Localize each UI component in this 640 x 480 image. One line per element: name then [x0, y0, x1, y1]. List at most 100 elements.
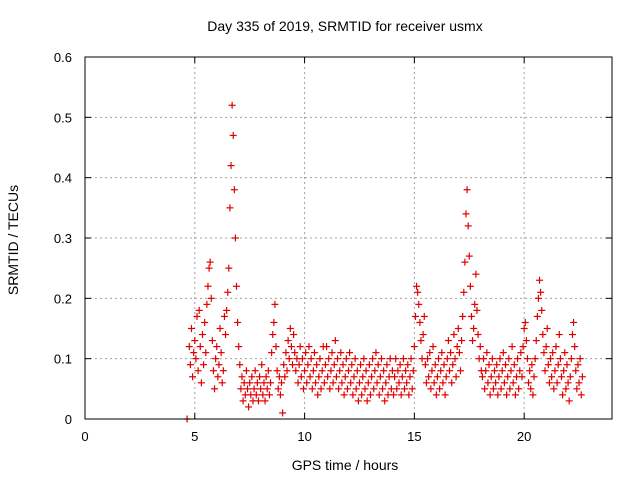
data-point: [444, 337, 452, 345]
data-point: [315, 373, 323, 381]
data-point: [403, 379, 411, 387]
data-point: [453, 343, 461, 351]
data-point: [454, 325, 462, 332]
data-point: [258, 361, 266, 369]
data-point: [310, 349, 318, 357]
data-point: [195, 306, 203, 314]
data-point: [268, 349, 276, 357]
data-point: [287, 343, 295, 351]
data-point: [409, 367, 417, 375]
data-point: [316, 355, 324, 363]
data-point: [250, 385, 258, 393]
data-point: [234, 318, 242, 326]
data-point: [447, 349, 455, 357]
data-point: [217, 349, 225, 357]
data-point: [230, 186, 238, 194]
data-point: [332, 373, 340, 381]
data-point: [564, 379, 572, 387]
x-tick-label: 20: [517, 429, 531, 444]
data-point: [440, 361, 448, 369]
data-point: [353, 367, 361, 375]
data-point: [321, 361, 329, 369]
data-point: [402, 367, 410, 375]
data-point: [211, 385, 219, 393]
data-point: [298, 355, 306, 363]
data-point: [296, 343, 304, 351]
data-point: [309, 367, 317, 375]
data-point: [436, 385, 444, 393]
data-point: [248, 373, 256, 381]
data-point: [491, 367, 499, 375]
data-point: [205, 264, 213, 272]
data-point: [459, 312, 467, 320]
y-tick-label: 0.4: [54, 171, 72, 186]
data-point: [446, 367, 454, 375]
data-point: [517, 349, 525, 357]
data-point: [464, 222, 472, 230]
data-point: [197, 379, 205, 387]
data-point: [260, 379, 268, 387]
data-point: [237, 385, 245, 393]
data-point: [229, 131, 237, 139]
data-point: [301, 367, 309, 375]
data-point: [345, 367, 352, 375]
data-point: [391, 373, 399, 381]
data-point: [493, 361, 501, 369]
data-point: [362, 367, 370, 375]
data-point: [256, 373, 264, 381]
data-point: [196, 343, 204, 351]
data-point: [458, 337, 466, 345]
data-point: [223, 306, 231, 314]
data-point: [245, 403, 253, 411]
data-point: [191, 337, 199, 345]
data-point: [257, 385, 265, 393]
data-point: [202, 349, 210, 357]
data-point: [279, 409, 287, 417]
data-point: [426, 349, 434, 357]
data-point: [390, 391, 398, 399]
y-tick-label: 0.5: [54, 110, 72, 125]
data-point: [411, 312, 419, 320]
data-point: [473, 306, 481, 314]
data-point: [364, 379, 372, 387]
data-point: [282, 349, 290, 357]
data-point: [246, 379, 254, 387]
data-point: [276, 391, 284, 399]
data-point: [280, 361, 288, 369]
data-point: [397, 391, 405, 399]
data-point: [499, 349, 507, 357]
y-tick-labels: 0 0.1 0.2 0.3 0.4 0.5 0.6: [54, 50, 72, 427]
data-point: [265, 391, 273, 399]
x-tick-label: 0: [81, 429, 88, 444]
data-point: [404, 361, 412, 369]
data-point: [521, 318, 529, 326]
data-point: [331, 337, 339, 345]
data-point: [515, 385, 523, 393]
data-point: [497, 385, 505, 393]
data-point: [308, 385, 316, 393]
data-point: [424, 355, 432, 363]
data-point: [400, 385, 408, 393]
data-point: [422, 379, 430, 387]
data-point: [550, 385, 558, 393]
data-point: [286, 325, 294, 332]
data-point: [295, 361, 303, 369]
data-point: [269, 331, 277, 339]
data-point: [528, 361, 536, 369]
data-point: [559, 391, 567, 399]
data-point: [318, 367, 326, 375]
data-point: [394, 367, 402, 375]
data-point: [290, 331, 298, 339]
data-point: [225, 264, 233, 272]
data-point: [317, 385, 325, 393]
data-point: [201, 318, 209, 326]
data-point: [297, 373, 305, 381]
data-point: [531, 355, 539, 363]
data-point: [508, 343, 516, 351]
data-point: [294, 379, 302, 387]
data-point: [476, 343, 484, 351]
data-point: [553, 379, 561, 387]
data-point: [427, 385, 435, 393]
data-point: [203, 300, 211, 308]
